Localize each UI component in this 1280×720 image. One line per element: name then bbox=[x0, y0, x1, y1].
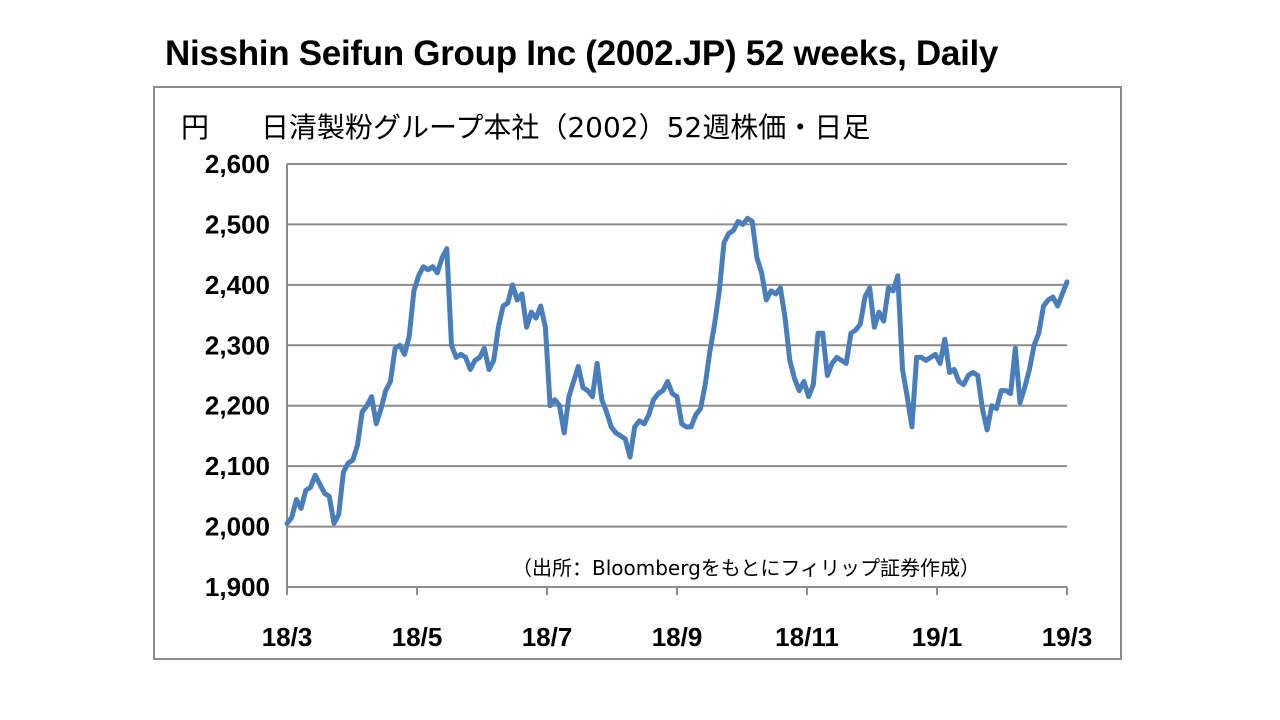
axes: 1,900 2,000 2,100 2,200 2,300 2,400 2,500 2,600… bbox=[205, 149, 1092, 652]
x-tick-label: 18/9 bbox=[652, 622, 703, 652]
slide-title: Nisshin Seifun Group Inc (2002.JP) 52 we… bbox=[165, 34, 999, 73]
price-series-line bbox=[284, 215, 1070, 526]
x-tick-label: 19/3 bbox=[1042, 622, 1093, 652]
source-note: （出所：Bloombergをもとにフィリップ証券作成） bbox=[512, 556, 980, 580]
y-tick-label: 2,400 bbox=[205, 270, 270, 300]
x-tick-label: 18/7 bbox=[522, 622, 573, 652]
chart-title: 日清製粉グループ本社（2002）52週株価・日足 bbox=[261, 111, 870, 144]
y-axis-label: 円 bbox=[181, 111, 209, 144]
y-tick-label: 2,300 bbox=[205, 330, 270, 360]
x-tick-label: 18/3 bbox=[262, 622, 313, 652]
y-tick-label: 2,100 bbox=[205, 451, 270, 481]
y-tick-label: 1,900 bbox=[205, 572, 270, 602]
series-layer bbox=[284, 215, 1070, 526]
y-tick-label: 2,000 bbox=[205, 512, 270, 542]
y-tick-label: 2,600 bbox=[205, 149, 270, 179]
y-tick-label: 2,500 bbox=[205, 209, 270, 239]
x-tick-label: 18/5 bbox=[392, 622, 443, 652]
x-tick-label: 19/1 bbox=[912, 622, 963, 652]
chart-frame bbox=[153, 86, 1122, 660]
y-tick-label: 2,200 bbox=[205, 391, 270, 421]
x-tick-label: 18/11 bbox=[775, 622, 839, 652]
gridlines bbox=[287, 163, 1067, 528]
